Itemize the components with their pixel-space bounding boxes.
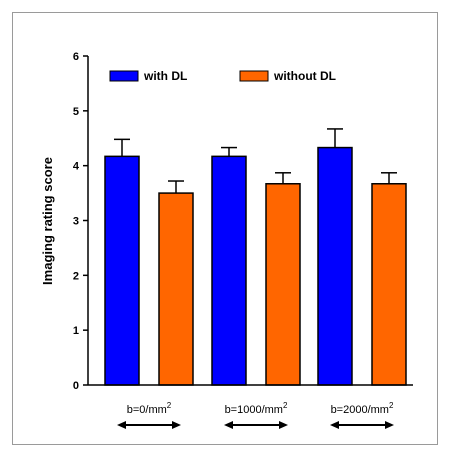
- bar: [104, 155, 140, 386]
- y-tick-label: 3: [73, 216, 79, 228]
- legend-label: without DL: [273, 69, 336, 83]
- arrow-head-left: [117, 421, 126, 429]
- y-tick-label: 4: [73, 161, 80, 173]
- x-category-label: b=2000/mm2: [331, 401, 394, 416]
- legend-swatch: [239, 70, 269, 82]
- bar: [265, 183, 301, 386]
- y-tick-label: 6: [73, 51, 79, 63]
- arrow-head-right: [385, 421, 394, 429]
- arrow-head-left: [330, 421, 339, 429]
- y-axis: 0 1 2 3 4 5 6: [73, 51, 89, 392]
- y-tick-label: 2: [73, 270, 79, 282]
- x-category-label: b=1000/mm2: [225, 401, 288, 416]
- bars: [104, 128, 407, 386]
- y-tick-label: 5: [73, 106, 79, 118]
- arrow-head-left: [224, 421, 233, 429]
- y-tick-label: 0: [73, 380, 79, 392]
- bar: [317, 146, 353, 386]
- x-category-label: b=0/mm2: [127, 401, 172, 416]
- legend: with DL without DL: [109, 69, 336, 83]
- bar: [158, 192, 194, 386]
- legend-label: with DL: [143, 69, 187, 83]
- bar: [371, 183, 407, 386]
- arrow-head-right: [279, 421, 288, 429]
- arrow-head-right: [172, 421, 181, 429]
- x-axis: b=0/mm2 b=1000/mm2 b=2000/mm2: [88, 384, 413, 429]
- bar: [211, 155, 247, 386]
- y-axis-label: Imaging rating score: [40, 157, 55, 285]
- legend-swatch: [109, 70, 139, 82]
- y-tick-label: 1: [73, 325, 79, 337]
